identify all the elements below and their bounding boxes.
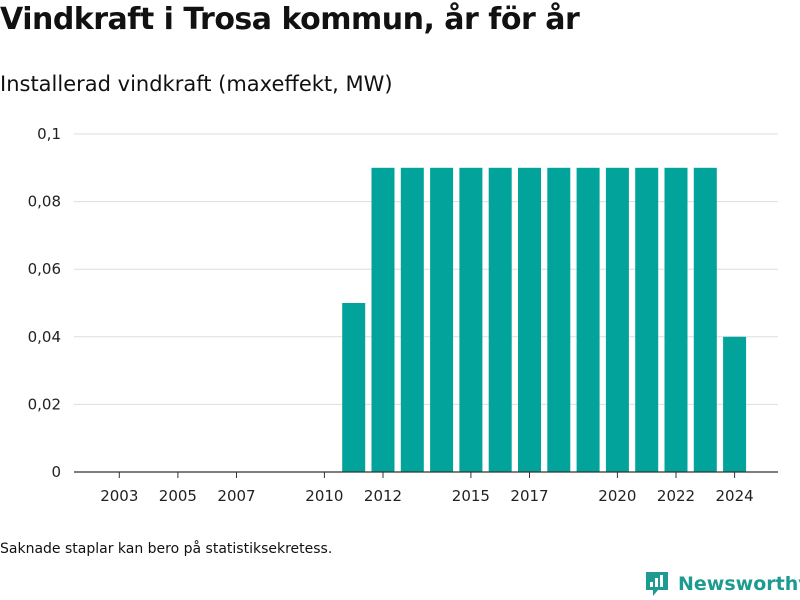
x-tick-label: 2017	[510, 487, 548, 505]
bars	[342, 167, 747, 473]
bar-2017	[518, 167, 541, 473]
newsworthy-logo-icon	[646, 572, 668, 596]
grid-lines	[74, 133, 778, 405]
bar-2015	[459, 167, 483, 473]
x-tick-label: 2003	[100, 487, 138, 505]
bar-2021	[635, 167, 659, 473]
y-tick-label: 0,02	[28, 395, 61, 413]
bar-2018	[547, 167, 571, 473]
x-tick-label: 2022	[657, 487, 695, 505]
x-tick-label: 2020	[598, 487, 636, 505]
bar-2012	[371, 167, 395, 473]
x-tick-label: 2024	[716, 487, 754, 505]
bar-2016	[488, 167, 512, 473]
y-tick-label: 0,08	[28, 193, 61, 211]
y-tick-label: 0	[51, 463, 61, 481]
footnote: Saknade staplar kan bero på statistiksek…	[0, 541, 333, 557]
x-tick-label: 2007	[217, 487, 255, 505]
x-tick-label: 2010	[305, 487, 343, 505]
axes: 0 0,02 0,04 0,06 0,08 0,1 2003 2005 2007 2010 2012…	[28, 125, 778, 505]
bar-2011	[342, 303, 366, 472]
x-tick-label: 2005	[159, 487, 197, 505]
x-tick-label: 2012	[364, 487, 402, 505]
bar-2022	[664, 167, 688, 473]
y-tick-label: 0,04	[28, 328, 61, 346]
y-tick-label: 0,06	[28, 260, 61, 278]
chart-subtitle: Installerad vindkraft (maxeffekt, MW)	[0, 72, 393, 96]
bar-2019	[576, 167, 600, 473]
brand-logo: Newsworthy	[644, 570, 800, 598]
x-tick-label: 2015	[452, 487, 490, 505]
bar-2014	[430, 167, 454, 473]
chart-title: Vindkraft i Trosa kommun, år för år	[0, 2, 580, 37]
bar-2024	[723, 336, 747, 472]
bar-2020	[605, 167, 629, 473]
brand-name: Newsworthy	[678, 573, 800, 595]
bar-2023	[693, 167, 717, 473]
bar-2013	[400, 167, 424, 473]
y-tick-label: 0,1	[37, 125, 61, 143]
